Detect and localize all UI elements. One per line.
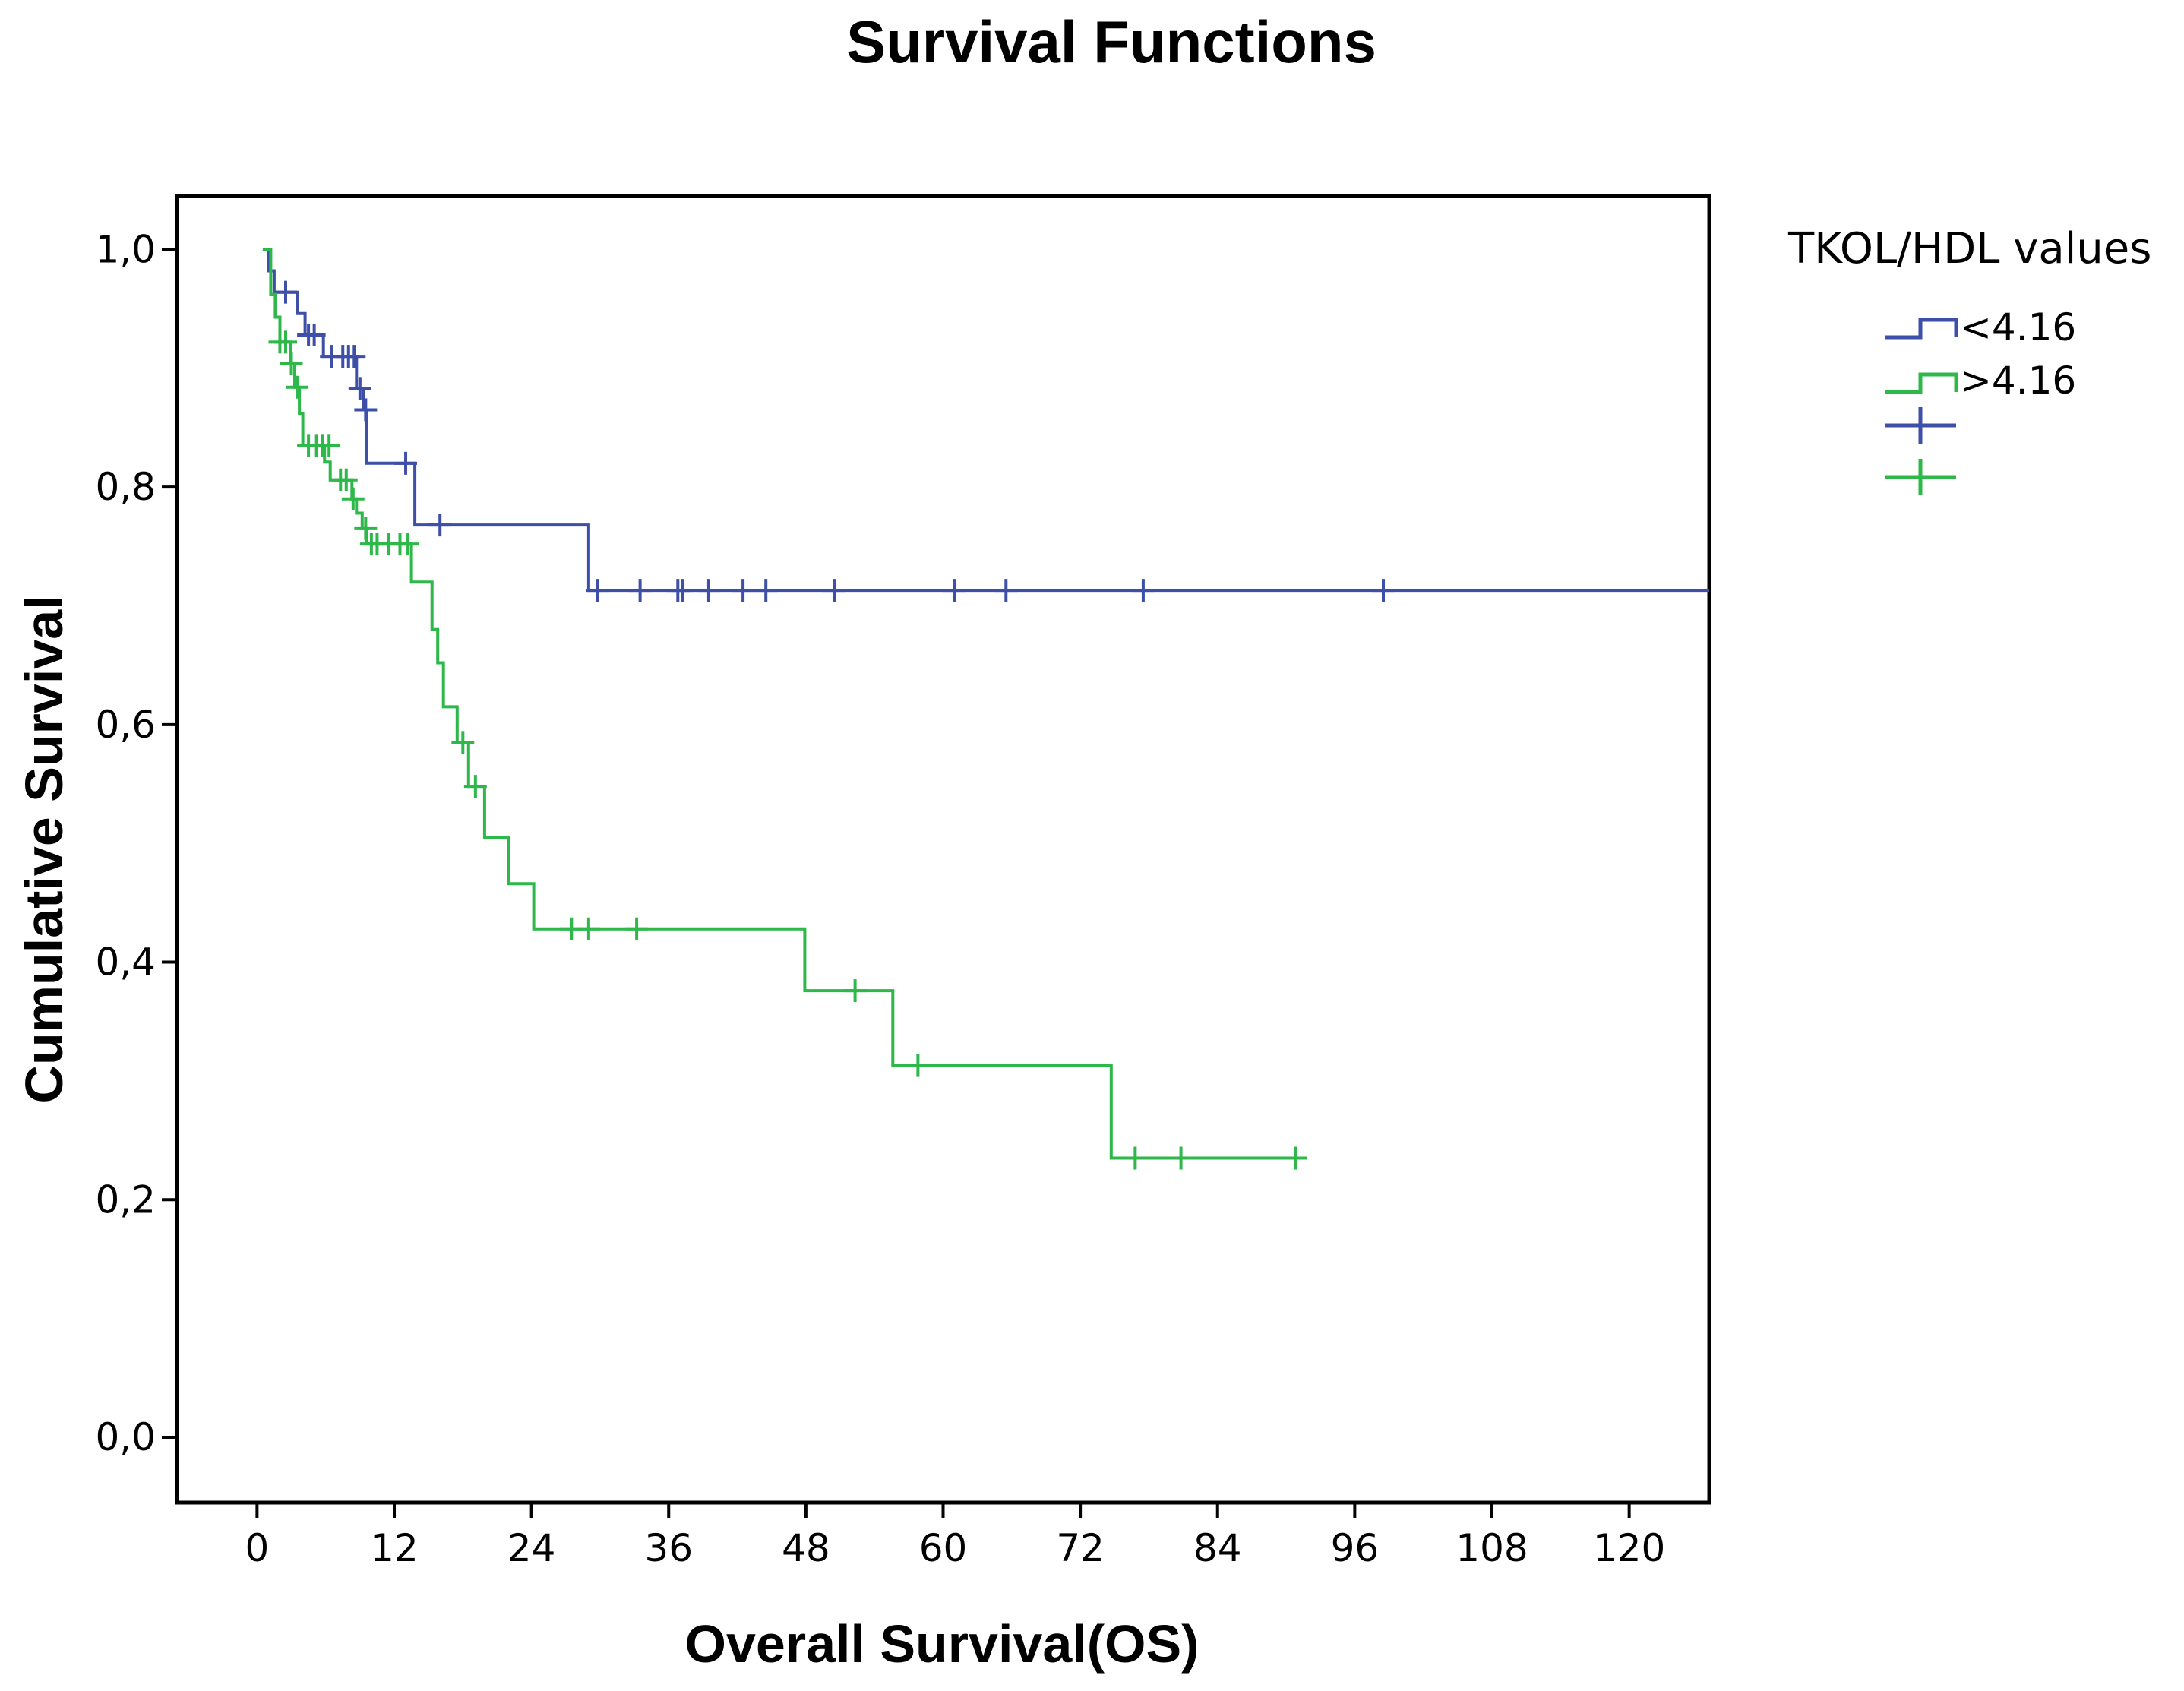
censor-mark: [343, 345, 366, 368]
legend-censor-mark-series-1: [1885, 407, 1956, 444]
censor-mark: [625, 917, 649, 940]
y-tick-label: 0,2: [95, 1177, 156, 1222]
censor-mark: [354, 517, 378, 540]
x-tick-label: 48: [782, 1526, 830, 1570]
censor-mark: [354, 398, 378, 422]
censor-mark: [280, 352, 303, 375]
censor-mark: [628, 579, 652, 602]
y-tick-label: 0,4: [95, 940, 156, 985]
censor-mark: [348, 377, 371, 400]
legend-line-series-1: [1885, 318, 1958, 340]
censor-mark: [1124, 1146, 1147, 1170]
x-tick-label: 60: [919, 1526, 968, 1570]
series-line-2: [262, 248, 1298, 1160]
series-1: [262, 248, 1709, 602]
censor-mark: [394, 451, 418, 475]
censor-mark: [273, 280, 297, 304]
censor-mark: [1372, 579, 1395, 602]
y-axis-label: Cumulative Survival: [14, 595, 74, 1103]
x-tick-label: 96: [1331, 1526, 1380, 1570]
censor-mark: [428, 514, 452, 537]
series-layer: [262, 248, 1709, 1170]
censor-mark: [397, 533, 420, 556]
legend-label-series-1: <4.16: [1960, 305, 2076, 349]
y-tick-label: 1,0: [95, 227, 156, 271]
x-tick-label: 0: [245, 1526, 269, 1570]
censor-mark: [754, 579, 778, 602]
censor-mark: [843, 979, 867, 1003]
x-tick-label: 36: [644, 1526, 693, 1570]
censor-mark: [318, 434, 341, 457]
x-axis-label: Overall Survival(OS): [685, 1614, 1199, 1674]
y-axis: 0,0 0,2 0,4 0,6 0,8 1,0: [95, 227, 177, 1459]
censor-mark: [1284, 1146, 1307, 1170]
y-tick-label: 0,6: [95, 703, 156, 747]
censor-mark: [302, 323, 326, 346]
censor-mark: [451, 731, 475, 754]
legend: TKOL/HDL values <4.16 >4.16: [1787, 224, 2151, 495]
censor-mark: [943, 579, 966, 602]
censor-mark: [273, 330, 297, 354]
series-line-1: [262, 248, 1709, 593]
plot-frame: [175, 194, 1711, 1505]
x-tick-label: 12: [370, 1526, 419, 1570]
legend-censor-mark-series-2: [1885, 459, 1956, 495]
series-2: [262, 248, 1307, 1170]
y-tick-label: 0,8: [95, 465, 156, 509]
x-tick-label: 108: [1455, 1526, 1528, 1570]
censor-mark: [334, 468, 358, 491]
censor-mark: [671, 579, 694, 602]
y-tick-label: 0,0: [95, 1415, 156, 1459]
legend-label-series-2: >4.16: [1960, 359, 2076, 403]
censor-mark: [286, 375, 309, 399]
censor-mark: [586, 579, 609, 602]
censor-mark: [994, 579, 1018, 602]
censor-mark: [1169, 1146, 1193, 1170]
censor-mark: [577, 917, 600, 940]
x-tick-label: 120: [1593, 1526, 1665, 1570]
censor-mark: [906, 1054, 930, 1077]
x-axis: 0 12 24 36 48 60 72 84 96 108 120: [245, 1503, 1665, 1570]
censor-mark: [1131, 579, 1155, 602]
x-tick-label: 84: [1193, 1526, 1242, 1570]
censor-mark: [341, 487, 365, 510]
censor-mark: [697, 579, 720, 602]
censor-mark: [823, 579, 846, 602]
x-tick-label: 24: [507, 1526, 556, 1570]
legend-line-series-2: [1885, 372, 1958, 394]
censor-mark: [463, 775, 487, 798]
x-tick-label: 72: [1056, 1526, 1105, 1570]
chart-title: Survival Functions: [846, 8, 1376, 75]
legend-title: TKOL/HDL values: [1787, 224, 2151, 273]
censor-mark: [732, 579, 755, 602]
